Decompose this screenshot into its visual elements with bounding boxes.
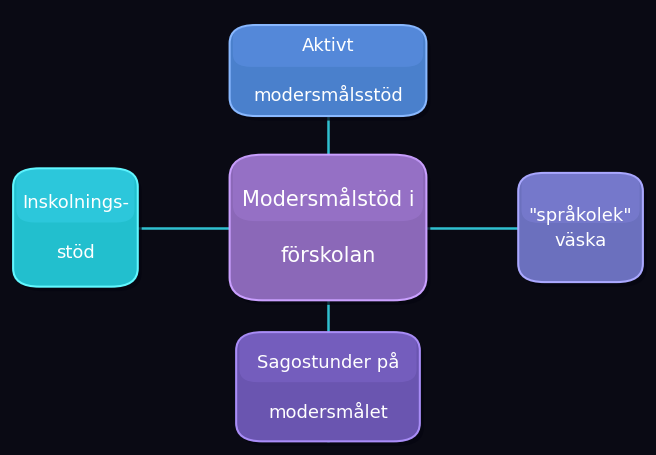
Text: Modersmålstöd i

förskolan: Modersmålstöd i förskolan bbox=[241, 189, 415, 266]
FancyBboxPatch shape bbox=[522, 177, 647, 287]
FancyBboxPatch shape bbox=[233, 26, 423, 67]
FancyBboxPatch shape bbox=[230, 155, 426, 300]
FancyBboxPatch shape bbox=[234, 30, 430, 121]
FancyBboxPatch shape bbox=[518, 173, 643, 282]
Text: Inskolnings-

stöd: Inskolnings- stöd bbox=[22, 193, 129, 262]
Text: Aktivt

modersmålsstöd: Aktivt modersmålsstöd bbox=[253, 36, 403, 105]
FancyBboxPatch shape bbox=[236, 332, 420, 441]
Text: Sagostunder på

modersmålet: Sagostunder på modersmålet bbox=[256, 352, 400, 422]
FancyBboxPatch shape bbox=[234, 159, 430, 305]
FancyBboxPatch shape bbox=[17, 173, 142, 291]
FancyBboxPatch shape bbox=[16, 169, 134, 222]
FancyBboxPatch shape bbox=[240, 337, 424, 446]
FancyBboxPatch shape bbox=[239, 333, 417, 382]
FancyBboxPatch shape bbox=[13, 168, 138, 287]
FancyBboxPatch shape bbox=[522, 174, 640, 223]
FancyBboxPatch shape bbox=[233, 156, 423, 221]
FancyBboxPatch shape bbox=[230, 25, 426, 116]
Text: "språkolek"
väska: "språkolek" väska bbox=[529, 205, 632, 250]
